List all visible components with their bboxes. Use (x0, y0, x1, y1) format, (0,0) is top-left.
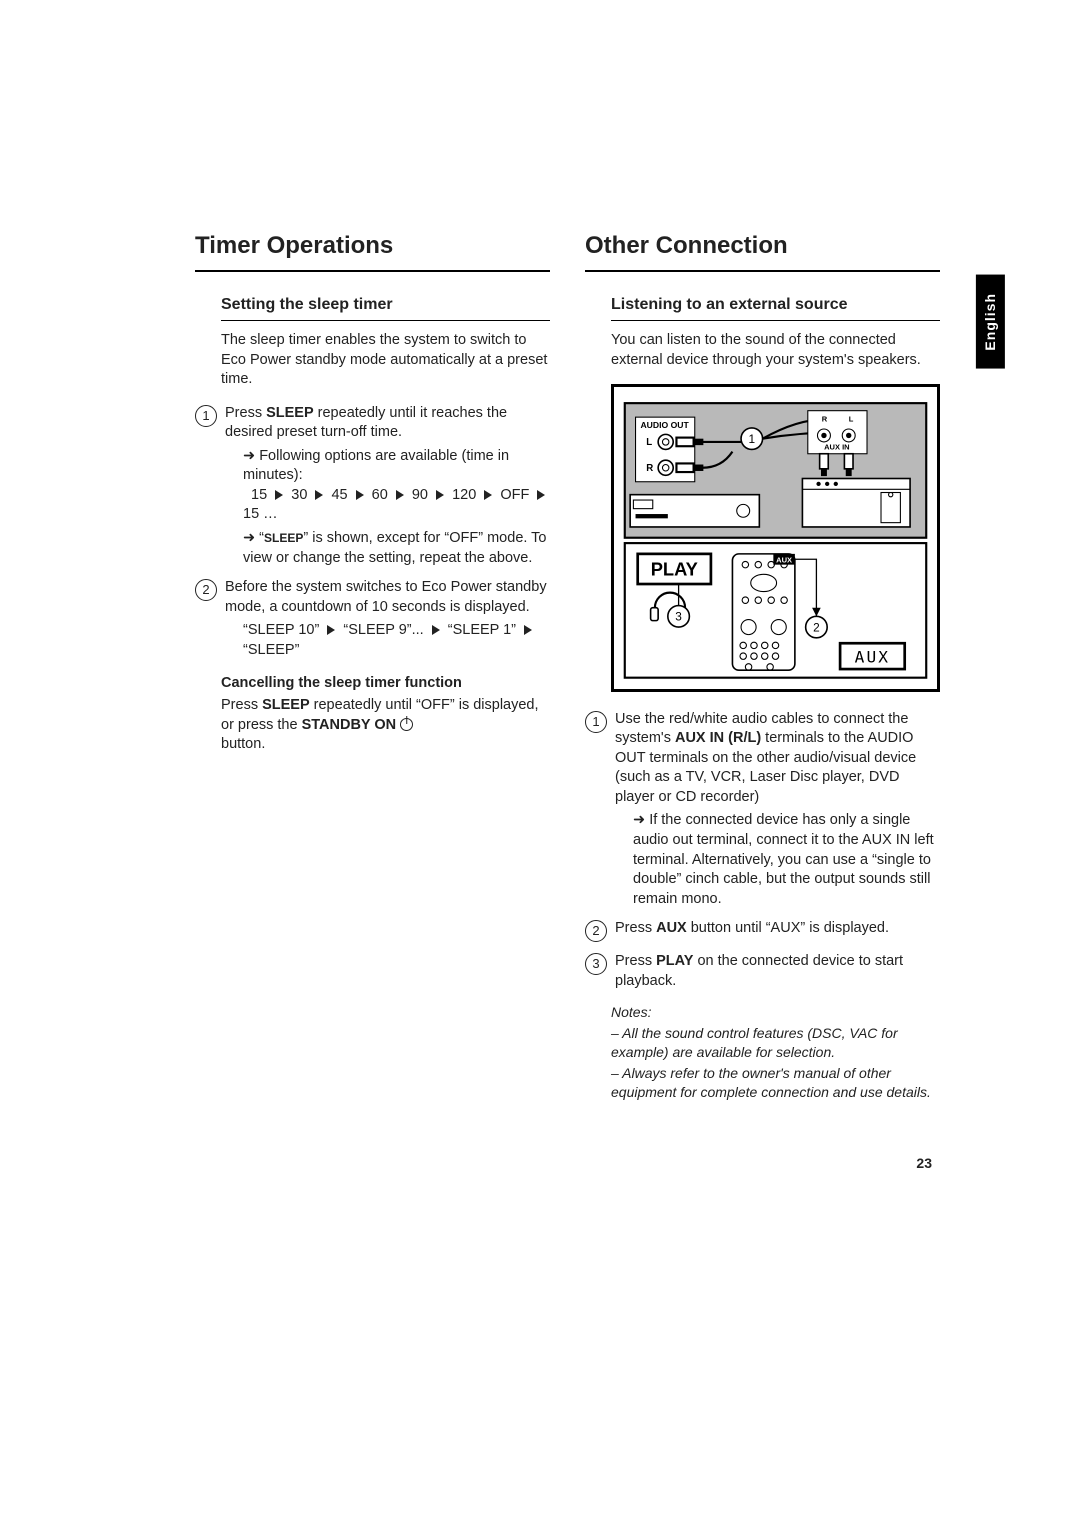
step-number-icon: 3 (585, 953, 607, 975)
step-number-icon: 1 (195, 405, 217, 427)
right-step-3: 3 Press PLAY on the connected device to … (585, 952, 940, 991)
aux-disp-label: AUX (771, 920, 801, 936)
step-body: Press SLEEP repeatedly until it reaches … (225, 404, 550, 569)
aux-label: AUX (656, 920, 687, 936)
cd: “SLEEP” (243, 642, 299, 658)
arrow-icon (327, 625, 335, 635)
arrow-icon (396, 490, 404, 500)
step-body: Press AUX button until “AUX” is displaye… (615, 919, 940, 939)
svg-text:3: 3 (675, 610, 682, 624)
text: Press (225, 405, 266, 421)
left-section-title: Setting the sleep timer (221, 294, 550, 321)
cd: “SLEEP 1” (448, 622, 516, 638)
arrow-icon (537, 490, 545, 500)
opt: 120 (452, 487, 476, 503)
svg-text:R: R (646, 463, 653, 474)
svg-text:L: L (849, 415, 854, 424)
standby-label: STANDBY ON (302, 717, 397, 733)
countdown: “SLEEP 10” “SLEEP 9”... “SLEEP 1” “SLEEP… (243, 621, 550, 660)
left-step-1: 1 Press SLEEP repeatedly until it reache… (195, 404, 550, 569)
notes-heading: Notes: (611, 1003, 940, 1022)
right-step-2: 2 Press AUX button until “AUX” is displa… (585, 919, 940, 942)
off-label: OFF (421, 697, 450, 713)
right-intro: You can listen to the sound of the conne… (611, 331, 940, 370)
opt: 60 (372, 487, 388, 503)
notes-block: Notes: – All the sound control features … (611, 1003, 940, 1101)
language-tab: English (976, 275, 1005, 369)
right-column: Other Connection Listening to an externa… (585, 230, 940, 1104)
sleep-options: 15 30 45 60 90 120 OFF 15 … (243, 486, 550, 525)
text: Press (615, 920, 656, 936)
step-body: Press PLAY on the connected device to st… (615, 952, 940, 991)
opt: 30 (291, 487, 307, 503)
arrow-icon (484, 490, 492, 500)
arrow-icon (432, 625, 440, 635)
left-chapter-title: Timer Operations (195, 230, 550, 272)
diagram-svg: AUDIO OUT L R 1 R (614, 387, 937, 688)
right-step-1: 1 Use the red/white audio cables to conn… (585, 710, 940, 910)
svg-text:AUX: AUX (776, 556, 792, 565)
cancel-heading: Cancelling the sleep timer function (221, 674, 550, 694)
text: Press (221, 697, 262, 713)
text: If the connected device has only a singl… (633, 812, 934, 906)
arrow-icon (436, 490, 444, 500)
right-section-title: Listening to an external source (611, 294, 940, 321)
text: button until “ (687, 920, 771, 936)
note-item: – Always refer to the owner's manual of … (611, 1064, 940, 1102)
svg-text:R: R (822, 415, 828, 424)
text: ➜ If the connected device has only a sin… (633, 811, 940, 909)
arrow-icon (524, 625, 532, 635)
svg-text:L: L (646, 437, 652, 448)
step-body: Use the red/white audio cables to connec… (615, 710, 940, 910)
opt: 90 (412, 487, 428, 503)
text: Press (615, 953, 656, 969)
step-number-icon: 1 (585, 711, 607, 733)
text: button. (221, 736, 265, 752)
off-label: OFF (449, 530, 478, 546)
left-intro: The sleep timer enables the system to sw… (221, 331, 550, 390)
sleep-label: SLEEP (262, 697, 310, 713)
note-item: – All the sound control features (DSC, V… (611, 1024, 940, 1062)
page: English Timer Operations Setting the sle… (195, 230, 940, 1104)
text: is shown, except for “ (308, 530, 449, 546)
step-body: Before the system switches to Eco Power … (225, 578, 550, 660)
left-step-2: 2 Before the system switches to Eco Powe… (195, 578, 550, 660)
text: ” is displayed. (800, 920, 889, 936)
svg-text:AUX IN: AUX IN (824, 443, 849, 452)
cancel-body: Press SLEEP repeatedly until “OFF” is di… (221, 696, 550, 755)
arrow-icon (275, 490, 283, 500)
power-icon (400, 718, 413, 731)
opt: OFF (500, 487, 529, 503)
cd: “SLEEP 10” (243, 622, 319, 638)
svg-text:1: 1 (749, 432, 756, 446)
play-label: PLAY (656, 953, 693, 969)
text: Following options are available (time in… (243, 448, 509, 484)
text: repeatedly until “ (310, 697, 421, 713)
svg-text:AUDIO OUT: AUDIO OUT (640, 420, 689, 430)
svg-text:PLAY: PLAY (651, 559, 698, 580)
auxin-label: AUX IN (R/L) (675, 730, 761, 746)
arrow-icon (315, 490, 323, 500)
connection-diagram: AUDIO OUT L R 1 R (611, 384, 940, 691)
svg-text:2: 2 (813, 621, 820, 635)
text: ➜ “SLEEP” is shown, except for “OFF” mod… (243, 529, 550, 568)
svg-text:AUX: AUX (855, 648, 891, 667)
sleep-label: SLEEP (266, 405, 314, 421)
step-number-icon: 2 (585, 920, 607, 942)
opt: 45 (331, 487, 347, 503)
text: Before the system switches to Eco Power … (225, 579, 547, 615)
right-chapter-title: Other Connection (585, 230, 940, 272)
left-column: Timer Operations Setting the sleep timer… (195, 230, 550, 1104)
cd: “SLEEP 9”... (343, 622, 423, 638)
text: ➜ Following options are available (time … (243, 447, 550, 486)
step-number-icon: 2 (195, 579, 217, 601)
page-number: 23 (195, 1154, 940, 1173)
opt: 15 … (243, 506, 278, 522)
opt: 15 (247, 487, 271, 503)
arrow-icon (356, 490, 364, 500)
sleep-label: SLEEP (264, 531, 303, 545)
